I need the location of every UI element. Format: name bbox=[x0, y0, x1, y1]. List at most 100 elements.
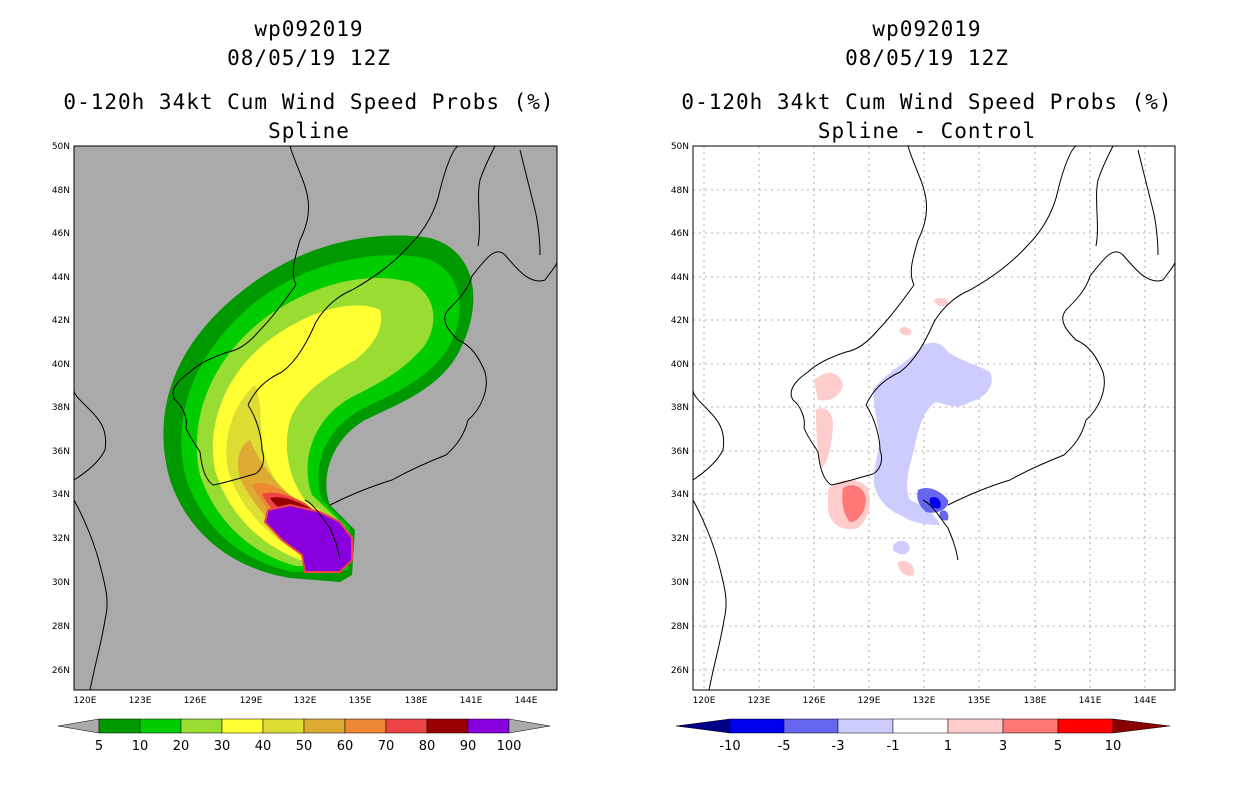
lon-label: 129E bbox=[858, 696, 881, 706]
lon-label: 129E bbox=[240, 696, 263, 706]
date-title: 08/05/19 12Z bbox=[227, 46, 391, 70]
lon-label: 126E bbox=[803, 696, 826, 706]
colorbar-low-arrow bbox=[675, 718, 731, 734]
lat-label: 40N bbox=[52, 360, 70, 370]
lat-label: 34N bbox=[52, 490, 70, 500]
colorbar-low-arrow bbox=[57, 718, 100, 734]
colorbar-label: 40 bbox=[255, 739, 272, 754]
colorbar-swatch bbox=[1002, 718, 1059, 734]
storm-id-title: wp092019 bbox=[872, 17, 982, 41]
lon-label: 123E bbox=[748, 696, 771, 706]
colorbar-label: 30 bbox=[214, 739, 231, 754]
lat-label: 50N bbox=[52, 142, 70, 152]
method-title: Spline bbox=[268, 119, 350, 143]
difference-map: 50N 48N 46N 44N 42N 40N 38N 36N 34N 32N … bbox=[671, 142, 1176, 754]
lat-label: 26N bbox=[671, 666, 689, 676]
map-background bbox=[693, 146, 1175, 690]
colorbar-high-arrow bbox=[1112, 718, 1171, 734]
lat-label: 46N bbox=[671, 229, 689, 239]
difference-colorbar: -10 -5 -3 -1 1 3 5 10 bbox=[675, 718, 1171, 754]
colorbar-swatch bbox=[344, 718, 387, 734]
lon-label: 144E bbox=[1134, 696, 1157, 706]
colorbar-swatch bbox=[892, 718, 949, 734]
lat-label: 26N bbox=[52, 666, 70, 676]
colorbar-label: 90 bbox=[460, 739, 477, 754]
lat-label: 36N bbox=[671, 447, 689, 457]
colorbar-swatch bbox=[98, 718, 141, 734]
lat-axis: 50N 48N 46N 44N 42N 40N 38N 36N 34N 32N … bbox=[671, 142, 689, 676]
colorbar-label: 20 bbox=[173, 739, 190, 754]
colorbar-label: -3 bbox=[832, 739, 845, 754]
probability-colorbar: 5 10 20 30 40 50 60 70 80 90 100 bbox=[57, 718, 551, 754]
colorbar-label: 5 bbox=[1054, 739, 1062, 754]
lat-label: 48N bbox=[52, 186, 70, 196]
colorbar-swatch bbox=[783, 718, 839, 734]
lat-label: 32N bbox=[52, 534, 70, 544]
colorbar-label: -1 bbox=[887, 739, 900, 754]
lat-label: 40N bbox=[671, 360, 689, 370]
colorbar-label: 10 bbox=[132, 739, 149, 754]
colorbar-swatch bbox=[303, 718, 346, 734]
colorbar-label: 5 bbox=[95, 739, 103, 754]
lat-label: 50N bbox=[671, 142, 689, 152]
colorbar-swatch bbox=[467, 718, 510, 734]
colorbar-label: 70 bbox=[378, 739, 395, 754]
lat-label: 44N bbox=[52, 273, 70, 283]
colorbar-label: -10 bbox=[719, 739, 740, 754]
lat-label: 34N bbox=[671, 490, 689, 500]
colorbar-label: 3 bbox=[999, 739, 1007, 754]
lon-label: 126E bbox=[184, 696, 207, 706]
lon-axis: 120E 123E 126E 129E 132E 135E 138E 141E … bbox=[74, 696, 538, 706]
map-frame bbox=[692, 145, 1176, 691]
colorbar-swatch bbox=[262, 718, 305, 734]
lat-axis: 50N 48N 46N 44N 42N 40N 38N 36N 34N 32N … bbox=[52, 142, 70, 676]
lat-label: 28N bbox=[52, 622, 70, 632]
coastlines bbox=[73, 145, 558, 691]
probability-panel: wp092019 08/05/19 12Z 0-120h 34kt Cum Wi… bbox=[52, 17, 558, 754]
lon-label: 123E bbox=[129, 696, 152, 706]
colorbar-label: 10 bbox=[1105, 739, 1122, 754]
storm-id-title: wp092019 bbox=[254, 17, 364, 41]
date-title: 08/05/19 12Z bbox=[845, 46, 1009, 70]
lon-label: 141E bbox=[460, 696, 483, 706]
colorbar-swatch bbox=[139, 718, 182, 734]
colorbar-swatch bbox=[180, 718, 223, 734]
probability-map: 50N 48N 46N 44N 42N 40N 38N 36N 34N 32N … bbox=[52, 142, 558, 754]
lat-label: 32N bbox=[671, 534, 689, 544]
colorbar-label: -5 bbox=[778, 739, 791, 754]
probability-swath bbox=[163, 235, 474, 583]
coastlines bbox=[692, 145, 1176, 691]
lat-label: 36N bbox=[52, 447, 70, 457]
colorbar-label: 50 bbox=[296, 739, 313, 754]
lat-label: 38N bbox=[671, 403, 689, 413]
difference-field bbox=[814, 297, 992, 576]
colorbar-label: 80 bbox=[419, 739, 436, 754]
lon-label: 144E bbox=[515, 696, 538, 706]
lat-label: 48N bbox=[671, 186, 689, 196]
colorbar-swatch bbox=[221, 718, 264, 734]
lat-label: 44N bbox=[671, 273, 689, 283]
lon-axis: 120E 123E 126E 129E 132E 135E 138E 141E … bbox=[693, 696, 1157, 706]
colorbar-high-arrow bbox=[508, 718, 551, 734]
colorbar-swatch bbox=[837, 718, 894, 734]
map-frame bbox=[73, 145, 558, 691]
lat-label: 46N bbox=[52, 229, 70, 239]
lon-label: 132E bbox=[294, 696, 317, 706]
lat-label: 30N bbox=[671, 578, 689, 588]
lon-label: 132E bbox=[913, 696, 936, 706]
colorbar-swatch bbox=[426, 718, 469, 734]
lat-label: 38N bbox=[52, 403, 70, 413]
lon-label: 135E bbox=[349, 696, 372, 706]
lat-label: 30N bbox=[52, 578, 70, 588]
lat-label: 42N bbox=[52, 316, 70, 326]
lon-label: 120E bbox=[693, 696, 716, 706]
colorbar-swatch bbox=[729, 718, 785, 734]
lon-label: 138E bbox=[405, 696, 428, 706]
lon-label: 120E bbox=[74, 696, 97, 706]
lon-label: 141E bbox=[1079, 696, 1102, 706]
colorbar-swatch bbox=[947, 718, 1004, 734]
product-title: 0-120h 34kt Cum Wind Speed Probs (%) bbox=[63, 90, 555, 114]
method-title: Spline - Control bbox=[817, 119, 1037, 143]
lon-label: 138E bbox=[1024, 696, 1047, 706]
difference-panel: wp092019 08/05/19 12Z 0-120h 34kt Cum Wi… bbox=[618, 0, 1236, 800]
